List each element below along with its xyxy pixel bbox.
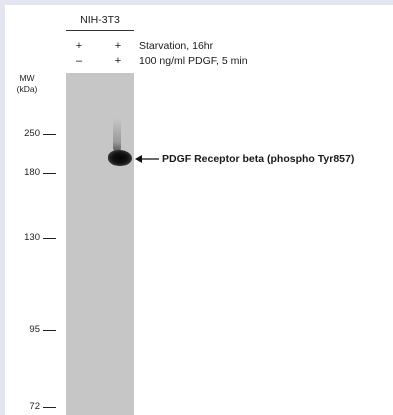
protein-band: [108, 150, 132, 166]
marker-72: 72: [18, 401, 58, 413]
blot-membrane: [66, 73, 134, 415]
band-label: PDGF Receptor beta (phospho Tyr857): [162, 153, 355, 165]
marker-value: 250: [24, 128, 40, 139]
page-frame-top: [0, 0, 393, 5]
marker-180: 180: [18, 167, 58, 179]
marker-value: 180: [24, 167, 40, 178]
band-smear: [113, 118, 121, 152]
cell-line-label: NIH-3T3: [80, 14, 120, 26]
marker-tick: [43, 134, 56, 135]
marker-95: 95: [18, 324, 58, 336]
marker-value: 130: [24, 232, 40, 243]
marker-tick: [43, 330, 56, 331]
cell-line-underline: [66, 30, 134, 31]
marker-tick: [43, 173, 56, 174]
lane1-pdgf-sign: –: [75, 55, 83, 67]
marker-250: 250: [18, 128, 58, 140]
lane2-starvation-sign: +: [114, 40, 122, 52]
marker-130: 130: [18, 232, 58, 244]
page-frame-left: [0, 0, 5, 415]
marker-tick: [43, 238, 56, 239]
mw-axis-label: MW (kDa): [16, 73, 38, 94]
condition-pdgf-label: 100 ng/ml PDGF, 5 min: [139, 55, 248, 67]
lane2-pdgf-sign: +: [114, 55, 122, 67]
band-arrow-icon: [135, 155, 159, 163]
marker-tick: [43, 407, 56, 408]
condition-starvation-label: Starvation, 16hr: [139, 40, 214, 52]
lane1-starvation-sign: +: [75, 40, 83, 52]
marker-value: 72: [29, 401, 40, 412]
marker-value: 95: [29, 324, 40, 335]
